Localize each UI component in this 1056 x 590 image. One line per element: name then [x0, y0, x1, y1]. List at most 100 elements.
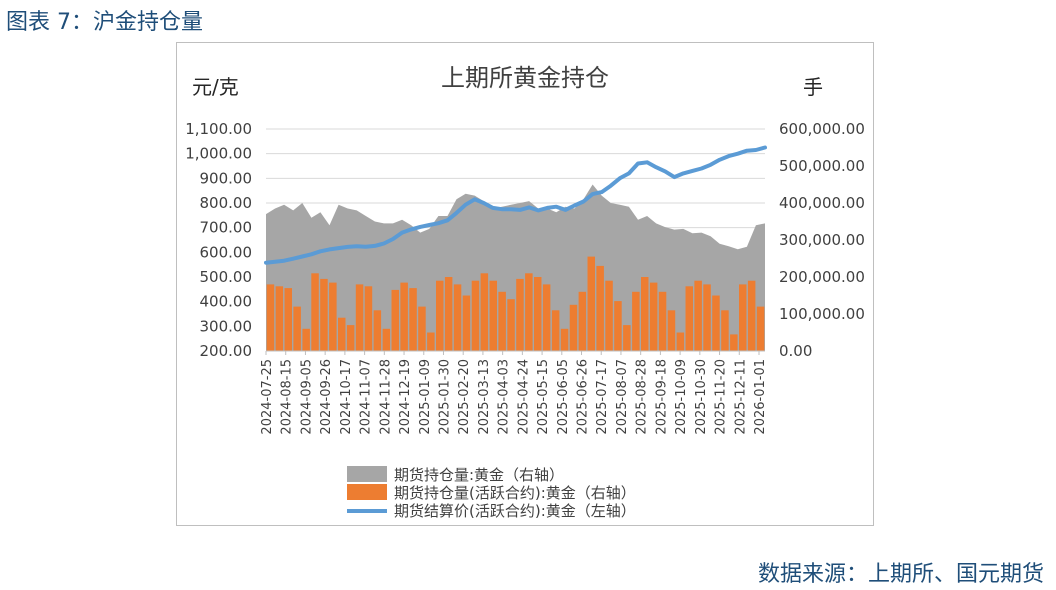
y-left-tick-label: 500.00: [200, 268, 253, 286]
active-oi-bar: [293, 306, 301, 351]
left-axis-unit: 元/克: [192, 75, 239, 99]
active-oi-bar: [364, 286, 373, 352]
x-tick-label: 2025-08-07: [615, 359, 630, 435]
active-oi-bar: [320, 278, 328, 351]
x-tick-label: 2026-01-01: [753, 359, 768, 435]
active-oi-bar: [578, 291, 587, 351]
active-oi-bar: [373, 310, 382, 351]
y-right-tick-label: 400,000.00: [779, 194, 865, 212]
active-oi-bar: [525, 273, 533, 351]
y-left-tick-label: 700.00: [200, 219, 253, 237]
active-oi-bar: [632, 291, 640, 351]
source-note: 数据来源：上期所、国元期货: [757, 562, 1044, 587]
x-tick-label: 2025-05-15: [536, 359, 551, 435]
right-axis-unit: 手: [803, 75, 823, 99]
legend-swatch-active-oi: [347, 484, 387, 500]
x-tick-label: 2025-09-18: [654, 359, 669, 435]
active-oi-bars: [266, 256, 765, 352]
x-tick-label: 2025-04-03: [497, 359, 512, 435]
legend-swatch-total-oi: [347, 466, 387, 482]
price-line-path: [264, 145, 767, 265]
active-oi-bar: [480, 273, 489, 351]
x-tick-label: 2025-02-20: [457, 359, 472, 435]
active-oi-bar: [355, 284, 364, 351]
active-oi-bar: [346, 325, 355, 351]
active-oi-bar: [747, 280, 756, 351]
y-right-tick-label: 500,000.00: [779, 157, 865, 175]
active-oi-bar: [498, 291, 506, 351]
x-tick-label: 2025-01-09: [418, 359, 433, 435]
y-left-tick-label: 600.00: [200, 243, 253, 261]
x-tick-label: 2024-10-17: [339, 359, 354, 435]
x-tick-label: 2025-12-11: [733, 359, 748, 435]
x-tick-label: 2025-01-30: [438, 359, 453, 435]
y-left-tick-label: 900.00: [200, 169, 253, 187]
active-oi-bar: [703, 284, 711, 351]
active-oi-bar: [605, 280, 613, 351]
active-oi-bar: [516, 278, 524, 351]
active-oi-bar: [444, 277, 453, 351]
x-tick-label: 2024-08-15: [280, 359, 295, 435]
x-tick-label: 2024-11-07: [359, 359, 374, 435]
active-oi-bar: [614, 301, 622, 351]
active-oi-bar: [551, 310, 560, 351]
active-oi-bar: [338, 317, 346, 351]
total-oi-area: [266, 184, 765, 351]
active-oi-bar: [284, 288, 292, 351]
x-tick-label: 2025-08-28: [635, 359, 650, 435]
active-oi-bar: [418, 306, 426, 351]
active-oi-bar: [730, 334, 738, 351]
active-oi-bar: [471, 280, 480, 351]
active-oi-bar: [382, 328, 391, 351]
active-oi-bar: [400, 282, 408, 351]
price-line: [264, 145, 767, 265]
x-tick-label: 2024-12-19: [398, 359, 413, 435]
active-oi-bar: [302, 328, 310, 351]
active-oi-bar: [658, 291, 667, 351]
y-right-tick-label: 600,000.00: [779, 120, 865, 138]
active-oi-bar: [311, 273, 319, 351]
y-left-tick-label: 200.00: [200, 342, 253, 360]
active-oi-bar: [641, 277, 649, 351]
active-oi-bar: [685, 286, 693, 352]
chart-frame: [176, 42, 874, 526]
active-oi-bar: [721, 310, 729, 351]
active-oi-bar: [427, 332, 435, 351]
x-tick-label: 2025-04-24: [516, 359, 531, 435]
y-left-tick-label: 1,000.00: [185, 145, 252, 163]
active-oi-bar: [534, 277, 542, 351]
active-oi-bar: [569, 304, 578, 352]
active-oi-bar: [560, 328, 569, 351]
active-oi-bar: [676, 332, 685, 351]
active-oi-bar: [453, 284, 462, 351]
x-tick-label: 2024-09-26: [319, 359, 334, 435]
x-tick-label: 2025-03-13: [477, 359, 492, 435]
active-oi-bar: [712, 295, 720, 351]
active-oi-bar: [596, 265, 604, 351]
active-oi-bar: [266, 284, 275, 351]
active-oi-bar: [587, 256, 595, 351]
legend-label: 期货持仓量:黄金（右轴）: [394, 466, 564, 484]
active-oi-bar: [391, 289, 399, 351]
figure-title: 图表 7：沪金持仓量: [6, 10, 203, 35]
x-tick-label: 2025-07-17: [595, 359, 610, 435]
active-oi-bar: [756, 306, 765, 351]
x-tick-label: 2024-11-28: [378, 359, 393, 435]
x-tick-label: 2025-10-09: [674, 359, 689, 435]
axes: 1,100.00 1,000.00 900.00 800.00 700.00 600.00…: [185, 120, 865, 435]
active-oi-bar: [462, 295, 471, 351]
x-tick-label: 2025-11-20: [714, 359, 729, 435]
y-left-tick-label: 400.00: [200, 293, 253, 311]
active-oi-bar: [623, 325, 631, 351]
legend-label: 期货结算价(活跃合约):黄金（左轴）: [394, 502, 636, 520]
y-left-tick-label: 300.00: [200, 317, 253, 335]
y-right-tick-label: 0.00: [779, 342, 812, 360]
x-tick-label: 2024-07-25: [260, 359, 275, 435]
y-right-tick-label: 100,000.00: [779, 305, 865, 323]
active-oi-bar: [436, 280, 444, 351]
active-oi-bar: [489, 280, 497, 351]
active-oi-bar: [329, 282, 337, 351]
y-right-tick-label: 200,000.00: [779, 268, 865, 286]
x-tick-label: 2025-06-05: [556, 359, 571, 435]
